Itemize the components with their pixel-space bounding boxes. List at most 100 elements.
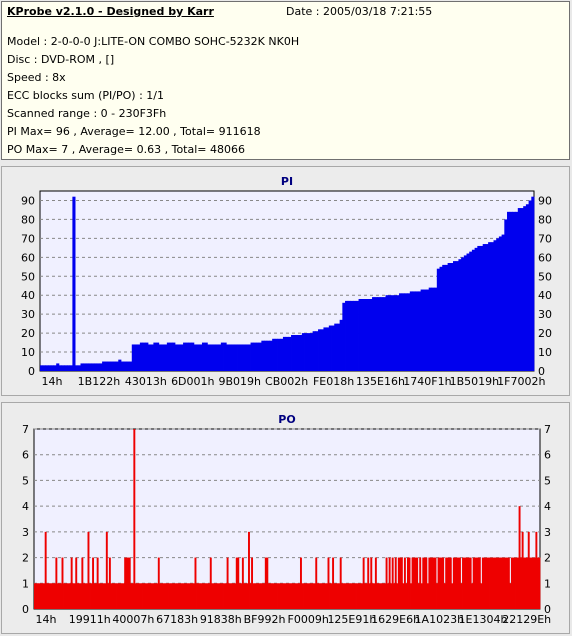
bar [393,583,396,609]
chart-title: PO [278,413,295,426]
bar [241,557,244,609]
bar [67,583,70,609]
x-tick-label: 67183h [156,613,198,626]
bar [269,583,272,609]
bar [96,557,99,609]
bar [180,344,184,371]
bar [270,583,273,609]
bar [471,583,474,609]
bar [206,583,209,609]
bar [111,583,114,609]
bar [361,583,364,609]
bar [367,557,370,609]
bar [315,331,319,371]
bar [44,531,47,609]
bar [358,583,361,609]
bar [248,531,250,609]
bar [529,557,532,609]
bar [222,583,224,609]
bar [385,557,388,609]
bar [431,287,435,371]
chart-title: PI [281,175,293,188]
bar [371,583,374,609]
bar [474,247,478,371]
bar [72,583,75,609]
bar [52,583,55,609]
bar [89,583,91,609]
x-tick-label: 1B5019h [450,375,500,388]
y-tick-label-right: 0 [544,603,551,616]
bar [113,583,116,609]
bar [290,583,293,609]
bar [274,583,276,609]
bar [220,583,223,609]
bar [214,583,217,609]
bar [500,557,503,609]
bar [45,365,49,371]
y-tick-label-left: 20 [21,327,35,340]
bar [450,263,454,371]
x-tick-label: 43013h [125,375,167,388]
bar [167,583,169,609]
bar [91,363,95,371]
disc-line: Disc : DVD-ROM , [] [7,53,115,66]
bar [486,557,489,609]
bar [176,583,179,609]
bar [307,333,311,371]
bar [40,365,44,371]
x-tick-label: 1E1304h [459,613,508,626]
bar [104,361,108,371]
bar [228,344,233,371]
bar [379,583,382,609]
x-tick-label: 1F7002h [497,375,545,388]
bar [157,557,160,609]
x-tick-label: 19911h [69,613,111,626]
x-tick-label: FE018h [313,375,354,388]
bar [164,344,168,371]
bar [472,557,475,609]
bar [196,344,200,371]
bar [453,261,457,371]
bar [452,557,455,609]
bar [339,557,342,609]
bar [439,557,442,609]
bar [215,583,218,609]
bar [431,557,434,609]
bar [215,344,219,371]
bar [118,583,121,609]
bar [388,295,392,371]
x-tick-label: 135E16h [356,375,405,388]
bar [48,365,52,371]
bar [104,583,107,609]
bar [411,557,414,609]
bar [385,295,389,371]
bar [423,289,427,371]
bar [272,583,275,609]
bar [507,211,511,371]
bar [191,583,194,609]
bar [291,335,295,371]
bar [299,557,302,609]
bar [374,557,377,609]
bar [413,557,416,609]
bar [471,249,476,371]
bar [494,557,497,609]
bar [228,583,231,609]
y-tick-label-right: 40 [538,289,552,302]
bar [321,583,324,609]
bar [369,299,373,371]
bar [510,557,513,609]
y-tick-label-left: 50 [21,270,35,283]
bar [177,344,181,371]
bar [41,583,44,609]
bar [391,557,394,609]
bar [318,583,321,609]
scanned-range-line: Scanned range : 0 - 230F3Fh [7,107,167,120]
bar [218,344,222,371]
bar [288,336,292,371]
y-tick-label-left: 4 [22,500,29,513]
bar [404,293,408,371]
bar [196,583,198,609]
bar [102,361,106,371]
pi-chart-panel: PI 0 0 10 10 20 20 30 30 40 40 50 50 60 60 70 70 80 80 90 90… [1,166,570,396]
